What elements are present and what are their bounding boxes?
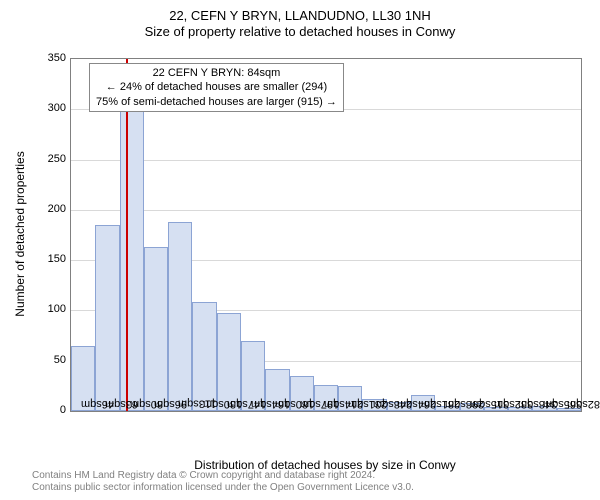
histogram-bar — [217, 313, 241, 411]
ytick-label: 250 — [36, 153, 66, 165]
footer-line-2: Contains public sector information licen… — [32, 482, 414, 494]
chart-container: 22, CEFN Y BRYN, LLANDUDNO, LL30 1NH Siz… — [0, 8, 600, 468]
ytick-label: 200 — [36, 203, 66, 215]
chart-footer: Contains HM Land Registry data © Crown c… — [32, 470, 414, 494]
gridline — [71, 160, 581, 161]
ytick-label: 300 — [36, 102, 66, 114]
plot-area: 22 CEFN Y BRYN: 84sqm ← 24% of detached … — [70, 58, 582, 412]
tooltip-line-3: 75% of semi-detached houses are larger (… — [96, 95, 337, 109]
chart-title-sub: Size of property relative to detached ho… — [0, 24, 600, 40]
tooltip-line-2: ← 24% of detached houses are smaller (29… — [96, 80, 337, 94]
histogram-bar — [144, 247, 168, 411]
ytick-label: 50 — [36, 354, 66, 366]
tooltip-line-1: 22 CEFN Y BRYN: 84sqm — [96, 66, 337, 80]
chart-title-main: 22, CEFN Y BRYN, LLANDUDNO, LL30 1NH — [0, 8, 600, 24]
ytick-label: 100 — [36, 303, 66, 315]
ytick-label: 150 — [36, 253, 66, 265]
ytick-label: 0 — [36, 404, 66, 416]
histogram-bar — [192, 302, 216, 411]
histogram-bar — [168, 222, 192, 411]
histogram-bar — [120, 99, 144, 411]
highlight-tooltip: 22 CEFN Y BRYN: 84sqm ← 24% of detached … — [89, 63, 344, 112]
y-axis-label: Number of detached properties — [13, 151, 27, 316]
footer-line-1: Contains HM Land Registry data © Crown c… — [32, 470, 414, 482]
gridline — [71, 210, 581, 211]
histogram-bar — [95, 225, 119, 411]
ytick-label: 350 — [36, 52, 66, 64]
